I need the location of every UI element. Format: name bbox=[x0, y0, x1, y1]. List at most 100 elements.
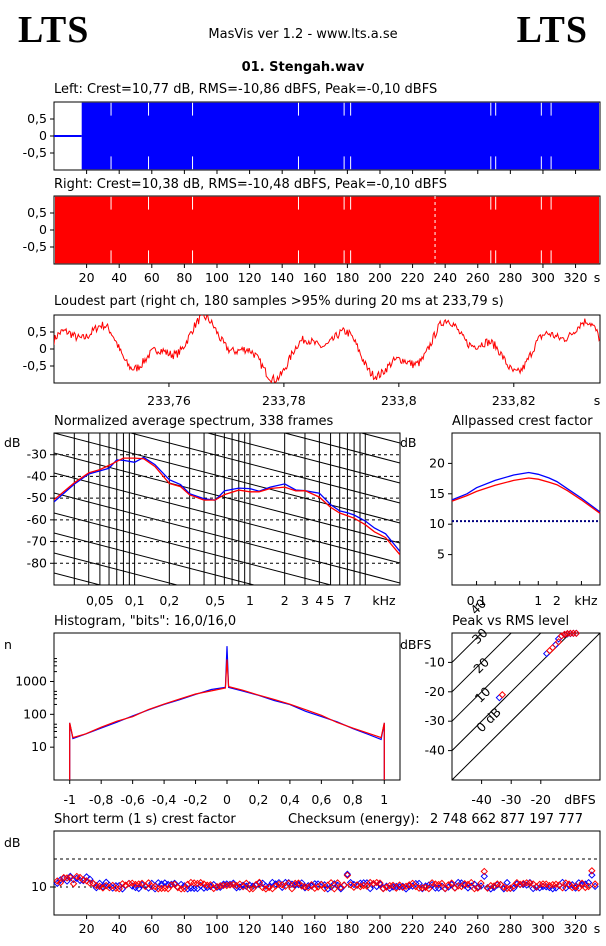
short-crest-point bbox=[183, 885, 192, 893]
short-crest-point bbox=[353, 881, 361, 889]
spectrum-slope-line bbox=[54, 512, 333, 585]
short-crest-point bbox=[346, 878, 355, 887]
peak-rms-point bbox=[495, 693, 504, 702]
peak-rms-point bbox=[563, 629, 572, 638]
crest-ytick-label: 20 bbox=[429, 455, 445, 470]
loudest-frame bbox=[53, 314, 601, 384]
spectrum-series-line bbox=[54, 457, 400, 556]
spectrum-ytick-label: -60 bbox=[27, 512, 47, 527]
short-crest-point bbox=[519, 879, 528, 888]
right-channel-tick-label: 140 bbox=[270, 270, 294, 285]
short-crest-point bbox=[118, 885, 127, 893]
short-crest-point bbox=[56, 878, 65, 887]
short-crest-point bbox=[584, 882, 593, 891]
histogram-xtick-label: -0,8 bbox=[89, 792, 113, 807]
short-crest-point bbox=[477, 882, 485, 890]
histogram-ylabel: n bbox=[4, 637, 12, 652]
histogram-series-line bbox=[69, 659, 385, 780]
right-channel-tick-label: 280 bbox=[498, 270, 522, 285]
short-crest-point bbox=[148, 882, 156, 891]
crest-xtick-label: 0,1 bbox=[467, 593, 487, 608]
peak-rms-crest-line bbox=[452, 633, 600, 780]
short-crest-tick-label: 320 bbox=[564, 921, 588, 936]
short-crest-point bbox=[255, 878, 264, 887]
crest-series-line bbox=[451, 477, 601, 514]
short-crest-point bbox=[425, 884, 433, 893]
peak-rms-ylabel: dBFS bbox=[400, 637, 431, 652]
short-crest-tick-label: 220 bbox=[401, 921, 425, 936]
short-crest-point bbox=[242, 879, 251, 887]
right-channel-tick-label: 120 bbox=[238, 270, 262, 285]
right-channel-tick-label: 40 bbox=[111, 270, 127, 285]
short-term-crest-title: Short term (1 s) crest factor bbox=[54, 812, 236, 827]
short-crest-point bbox=[82, 877, 91, 885]
short-crest-point bbox=[395, 881, 404, 889]
logo-right: LTS bbox=[516, 9, 588, 51]
short-crest-point bbox=[415, 884, 423, 892]
short-crest-point bbox=[236, 883, 244, 891]
short-crest-point bbox=[474, 883, 482, 891]
spectrum-slope-line bbox=[54, 433, 400, 524]
histogram-xtick-label: -1 bbox=[63, 792, 75, 807]
short-crest-point bbox=[327, 879, 335, 887]
histogram-ytick-label: 1000 bbox=[15, 673, 47, 688]
peak-rms-crest-label: 0 dB bbox=[473, 704, 504, 735]
peak-rms-crest-label: 30 bbox=[469, 625, 491, 647]
spectrum-xtick-label: 0,5 bbox=[205, 593, 225, 608]
histogram-xtick-label: 0 bbox=[223, 792, 231, 807]
right-channel-dips bbox=[110, 196, 552, 264]
short-crest-point bbox=[216, 882, 224, 890]
spectrum-grid bbox=[54, 253, 400, 585]
histogram-xtick-label: 0,2 bbox=[249, 792, 269, 807]
crest-ytick-label: 5 bbox=[437, 547, 445, 562]
short-crest-point bbox=[177, 885, 185, 893]
short-crest-point bbox=[317, 880, 326, 889]
spectrum-ytick-label: -80 bbox=[27, 555, 47, 570]
peak-rms-xtick-label: -40 bbox=[471, 792, 491, 807]
short-crest-point bbox=[213, 882, 221, 891]
right-channel-tick-label: 320 bbox=[564, 270, 588, 285]
right-channel-tick-label: 100 bbox=[205, 270, 229, 285]
right-channel-tick-label: 160 bbox=[303, 270, 327, 285]
short-crest-point bbox=[386, 881, 394, 890]
peak-rms-point bbox=[572, 629, 581, 638]
peak-rms-point bbox=[569, 629, 578, 638]
file-name: 01. Stengah.wav bbox=[241, 60, 365, 75]
peak-rms-ytick-label: -20 bbox=[425, 684, 445, 699]
short-crest-ylabel: dB bbox=[4, 835, 21, 850]
peak-rms-point bbox=[560, 630, 569, 639]
peak-rms-ytick-label: -40 bbox=[425, 743, 445, 758]
histogram-xtick-label: 0,8 bbox=[343, 792, 363, 807]
crest-xtick-label: 1 bbox=[534, 593, 542, 608]
short-crest-point bbox=[157, 880, 166, 888]
short-crest-point bbox=[513, 878, 521, 887]
short-crest-point bbox=[311, 884, 319, 893]
histogram-title: Histogram, "bits": 16,0/16,0 bbox=[54, 614, 237, 629]
spectrum-xtick-label: 7 bbox=[343, 593, 351, 608]
short-crest-point bbox=[151, 882, 159, 891]
short-crest-point bbox=[210, 884, 218, 893]
spectrum-slope-line bbox=[54, 253, 400, 343]
spectrum-slope-line bbox=[54, 333, 400, 423]
short-crest-tick-label: 280 bbox=[498, 921, 522, 936]
short-crest-point bbox=[438, 879, 446, 888]
short-crest-tick-label: 260 bbox=[466, 921, 490, 936]
short-crest-point bbox=[154, 885, 163, 893]
short-crest-point bbox=[588, 867, 596, 875]
short-crest-point bbox=[262, 885, 270, 893]
short-crest-frame bbox=[53, 830, 601, 916]
short-crest-point bbox=[193, 879, 202, 888]
right-channel-tick-label: 80 bbox=[176, 270, 192, 285]
short-crest-point bbox=[581, 880, 590, 888]
crest-factor-title: Allpassed crest factor bbox=[452, 414, 593, 429]
short-crest-point bbox=[441, 884, 449, 893]
short-crest-point bbox=[183, 880, 192, 889]
peak-rms-ytick-label: -10 bbox=[425, 654, 445, 669]
short-crest-point bbox=[170, 879, 179, 888]
spectrum-slope-line bbox=[54, 532, 256, 585]
short-crest-point bbox=[265, 882, 273, 891]
histogram-xtick-label: -0,2 bbox=[183, 792, 207, 807]
short-crest-point bbox=[141, 882, 149, 891]
spectrum-slope-line bbox=[205, 433, 400, 484]
right-channel-title: Right: Crest=10,38 dB, RMS=-10,48 dBFS, … bbox=[54, 177, 447, 192]
